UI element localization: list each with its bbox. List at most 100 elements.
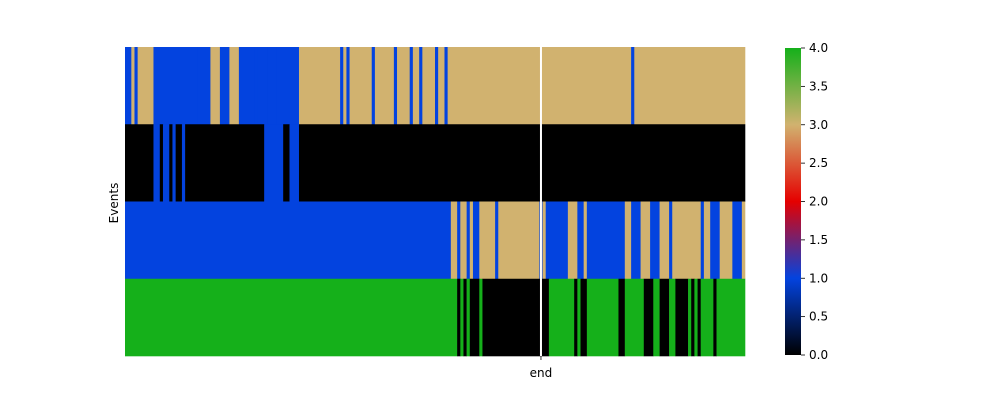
heatmap-cell	[710, 201, 720, 280]
heatmap-cell	[567, 201, 578, 280]
heatmap-cell	[435, 47, 439, 125]
heatmap-cell	[466, 201, 471, 280]
heatmap-cell	[618, 278, 626, 357]
heatmap-cell	[479, 201, 496, 280]
heatmap-cell	[498, 201, 540, 280]
heatmap-cell	[643, 278, 654, 357]
heatmap-cell	[457, 201, 461, 280]
colorbar-tick-label: 1.0	[809, 271, 828, 285]
heatmap-cell	[172, 124, 176, 202]
heatmap-cell	[349, 47, 373, 125]
heatmap-cell	[137, 47, 154, 125]
heatmap-cell	[716, 278, 746, 357]
heatmap-cell	[238, 47, 255, 125]
heatmap-cell	[162, 124, 170, 202]
heatmap-cell	[422, 47, 436, 125]
colorbar-tick-label: 2.5	[809, 156, 828, 170]
heatmap-cell	[254, 47, 259, 125]
heatmap-cell	[153, 124, 161, 202]
heatmap-cell	[583, 201, 588, 280]
x-tick-label: end	[530, 366, 553, 380]
heatmap-cell	[700, 201, 705, 280]
colorbar-tick-label: 1.5	[809, 233, 828, 247]
colorbar-ticks: 0.0 0.5 1.0 1.5 2.0 2.5 3.0 3.5 4.0	[801, 41, 828, 362]
colorbar	[785, 48, 801, 355]
heatmap-cell	[580, 278, 588, 357]
heatmap-cell	[631, 47, 635, 125]
heatmap-cell	[688, 278, 692, 357]
heatmap-cell	[659, 201, 670, 280]
heatmap-cell	[393, 47, 398, 125]
heatmap-cell	[469, 201, 474, 280]
heatmap-cell	[450, 201, 458, 280]
heatmap-cell	[653, 278, 660, 357]
heatmap-cell	[634, 47, 746, 125]
heatmap-cell	[574, 278, 578, 357]
heatmap-cell	[289, 124, 300, 202]
heatmap-cell	[210, 47, 221, 125]
heatmap-cell	[276, 47, 281, 125]
heatmap-cell	[125, 278, 458, 357]
heatmap-cell	[175, 124, 183, 202]
colorbar-tick-label: 4.0	[809, 41, 828, 55]
heatmap-cell	[713, 278, 717, 357]
colorbar-tick-label: 2.0	[809, 195, 828, 209]
heatmap-cell	[185, 124, 265, 202]
heatmap-cell	[577, 201, 584, 280]
heatmap-cell	[343, 47, 347, 125]
colorbar-tick-label: 3.5	[809, 79, 828, 93]
heatmap-cell	[134, 47, 138, 125]
heatmap-cell	[298, 47, 341, 125]
heatmap-cell	[703, 201, 711, 280]
heatmap-cell	[340, 47, 344, 125]
heatmap-cell	[412, 47, 420, 125]
heatmap-cell	[697, 278, 702, 357]
heatmap-cell	[131, 47, 135, 125]
heatmap-cell	[495, 201, 499, 280]
heatmap-cell	[624, 278, 645, 357]
heatmap-cell	[472, 201, 480, 280]
heatmap-cell	[675, 278, 689, 357]
heatmap-cell	[153, 47, 199, 125]
heatmap-cell	[374, 47, 395, 125]
colorbar-tick-label: 0.5	[809, 310, 828, 324]
heatmap-cell	[125, 47, 132, 125]
heatmap-cell	[700, 278, 714, 357]
heatmap-cell	[586, 201, 626, 280]
heatmap-cell	[438, 47, 445, 125]
heatmap-cell	[346, 47, 350, 125]
heatmap-cell	[466, 278, 471, 357]
heatmap-cell	[479, 278, 483, 357]
heatmap-cell	[586, 278, 619, 357]
heatmap-cell	[672, 201, 702, 280]
heatmap-cell	[460, 278, 464, 357]
heatmap-cell	[741, 201, 746, 280]
heatmap-cell	[298, 124, 746, 202]
heatmap-cell	[659, 278, 670, 357]
heatmap-cell	[691, 278, 695, 357]
heatmap-cell	[463, 278, 467, 357]
heatmap-cell	[125, 124, 154, 202]
heatmap-cell	[469, 278, 480, 357]
heatmap-cells	[125, 47, 746, 357]
heatmap-cell	[419, 47, 423, 125]
heatmap-cell	[669, 278, 676, 357]
heatmap-cell	[650, 201, 660, 280]
heatmap-cell	[548, 278, 575, 357]
heatmap-cell	[280, 124, 284, 202]
heatmap-cell	[397, 47, 410, 125]
heatmap-cell	[444, 47, 448, 125]
heatmap-cell	[280, 47, 300, 125]
heatmap-cell	[624, 201, 632, 280]
heatmap-cell	[125, 201, 452, 280]
heatmap-cell	[640, 201, 651, 280]
heatmap-cell	[719, 201, 733, 280]
heatmap-cell	[545, 201, 569, 280]
heatmap-cell	[482, 278, 550, 357]
heatmap-cell	[460, 201, 467, 280]
heatmap-cell	[181, 124, 186, 202]
heatmap-cell	[577, 278, 581, 357]
heatmap-cell	[447, 47, 632, 125]
heatmap-cell	[283, 124, 290, 202]
